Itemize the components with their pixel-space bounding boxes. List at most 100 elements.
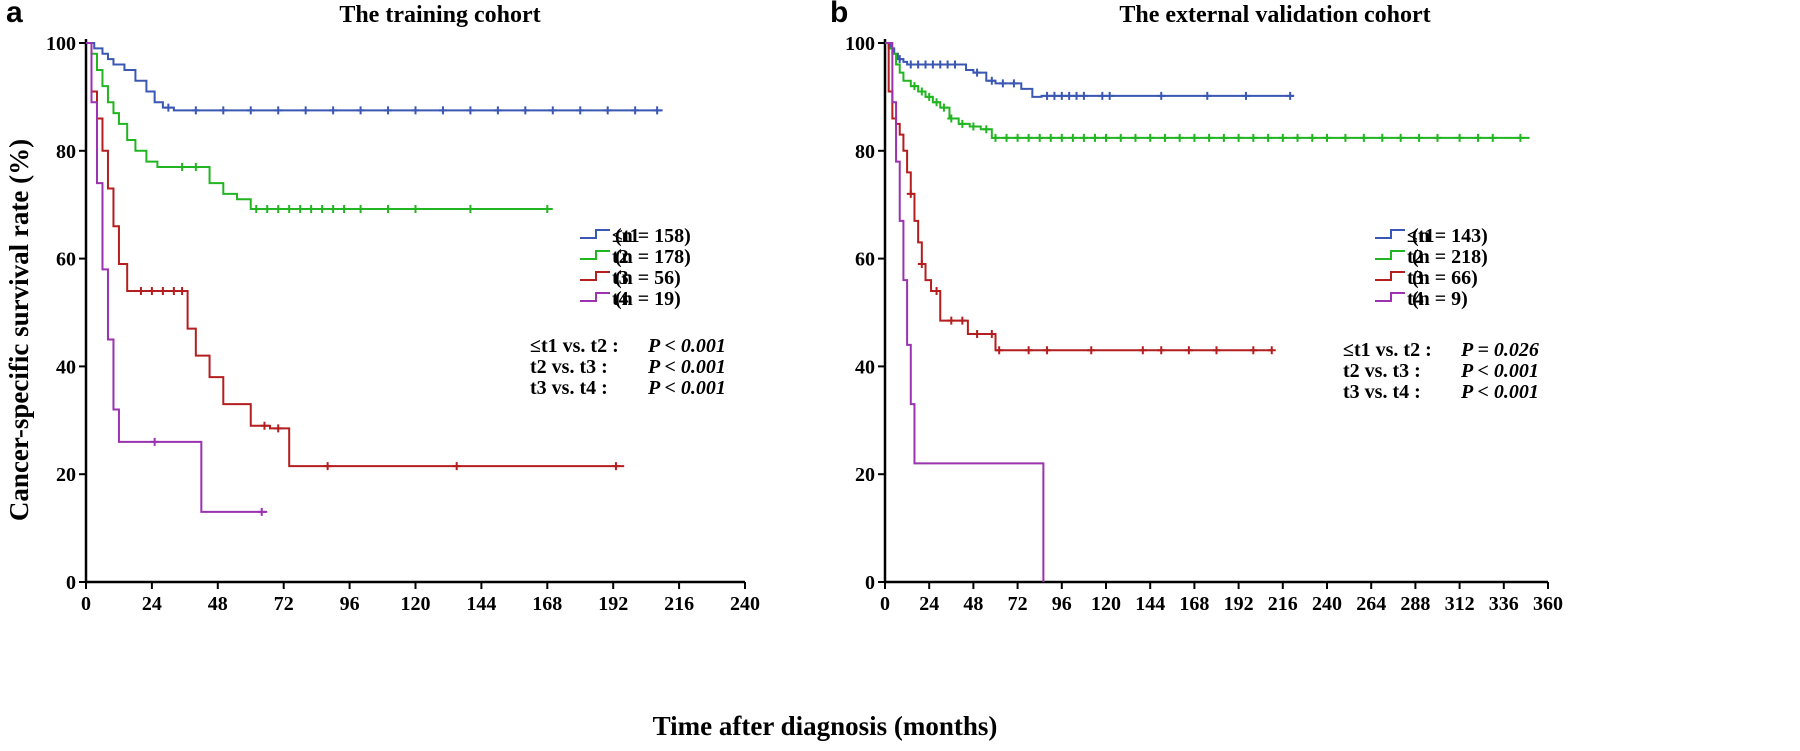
curve-t2 [885,42,1530,139]
censor-mark-t2 [307,205,316,214]
censor-mark-t2 [1035,133,1044,142]
censor-mark-t1 [1072,91,1081,100]
censor-mark-t3 [1087,346,1096,355]
censor-mark-t2 [1057,133,1066,142]
censor-mark-t2 [925,92,934,101]
censor-mark-t2 [318,205,327,214]
comparison-p-value: P < 0.001 [647,335,726,357]
censor-mark-t3 [917,259,926,268]
censor-mark-t2 [1175,133,1184,142]
x-tick-label: 144 [466,593,496,615]
censor-mark-t3 [1157,346,1166,355]
x-tick-label: 240 [730,593,760,615]
censor-mark-t2 [1433,133,1442,142]
censor-mark-t3 [136,286,145,295]
legend-n-label: (n = 9) [1412,288,1468,310]
y-tick-label: 40 [56,356,76,378]
censor-mark-t1 [928,60,937,69]
legend-swatch [1375,250,1405,260]
y-tick-label: 20 [56,464,76,486]
censor-mark-t2 [1090,133,1099,142]
legend-item-t2: t2(n = 178) [580,246,691,268]
y-tick-label: 100 [845,33,875,55]
censor-mark-t2 [1415,133,1424,142]
y-tick-label: 40 [855,356,875,378]
censor-mark-t3 [987,330,996,339]
x-tick-label: 96 [1052,593,1072,615]
legend-swatch [580,271,610,281]
censor-mark-t2 [1234,133,1243,142]
censor-mark-t1 [1157,91,1166,100]
censor-mark-t1 [1079,91,1088,100]
panel-a-training-cohort: a The training cohort 0 20 40 60 80 100 0 24 48 7… [6,0,760,615]
censor-mark-t2 [1359,133,1368,142]
x-tick-label: 96 [340,593,360,615]
censor-mark-t1 [998,79,1007,88]
y-tick-label: 20 [855,464,875,486]
censor-mark-t4 [150,437,159,446]
censor-mark-t2 [1396,133,1405,142]
censor-mark-t2 [991,133,1000,142]
censor-mark-t2 [917,87,926,96]
censor-mark-t2 [1455,133,1464,142]
censor-mark-t2 [910,82,919,91]
y-axis-label: Cancer-specific survival rate (%) [4,139,34,521]
censor-mark-t1 [1050,91,1059,100]
censor-mark-t3 [169,286,178,295]
legend-item-t2: t2(n = 218) [1375,246,1488,268]
censor-mark-t1 [653,106,662,115]
comparison-label: ≤t1 vs. t2 : [530,335,619,357]
x-tick-label: 360 [1533,593,1563,615]
legend-item-t1: ≤t1(n = 143) [1375,225,1488,247]
censor-mark-t2 [1046,133,1055,142]
censor-mark-t2 [466,205,475,214]
censor-mark-t2 [296,205,305,214]
censor-mark-t2 [1068,133,1077,142]
legend-series-name: t3 [1407,267,1424,289]
censor-mark-t2 [958,119,967,128]
legend-series-name: t2 [612,246,629,268]
censor-mark-t2 [1131,133,1140,142]
censor-mark-t1 [1203,91,1212,100]
censor-mark-t3 [947,316,956,325]
censor-mark-t1 [936,60,945,69]
legend-swatch [1375,229,1405,239]
legend-item-t3: t3(n = 56) [580,267,681,289]
censor-mark-t1 [219,106,228,115]
x-tick-label: 48 [208,593,228,615]
censor-mark-t2 [411,205,420,214]
censor-mark-t2 [1116,133,1125,142]
censor-mark-t2 [947,114,956,123]
x-tick-label: 240 [1312,593,1342,615]
x-tick-label: 264 [1356,593,1386,615]
legend-swatch [1375,271,1405,281]
legend-n-label: (n = 178) [615,246,691,268]
censor-mark-t3 [973,330,982,339]
legend-swatch [580,250,610,260]
legend-series-name: t3 [612,267,629,289]
censor-mark-t2 [329,205,338,214]
censor-mark-t1 [987,76,996,85]
comparison-p-value: P < 0.001 [1460,381,1539,403]
censor-mark-t2 [356,205,365,214]
legend-item-t4: t4(n = 19) [580,288,681,310]
curve-t4 [86,42,268,513]
censor-mark-t2 [384,205,393,214]
censor-mark-t1 [576,106,585,115]
legend-item-t4: t4(n = 9) [1375,288,1468,310]
x-tick-label: 144 [1135,593,1165,615]
censor-mark-t2 [1205,133,1214,142]
x-tick-label: 312 [1445,593,1475,615]
censor-mark-t1 [329,106,338,115]
censor-mark-t1 [1057,91,1066,100]
comparison-stat: ≤t1 vs. t2 : P < 0.001 [530,335,726,357]
panel-b-validation-cohort: b The external validation cohort 0 20 40 60… [830,0,1563,615]
y-tick-label: 80 [56,141,76,163]
legend-n-label: (n = 56) [615,267,681,289]
censor-mark-t3 [1138,346,1147,355]
panel-a-letter: a [6,0,23,29]
censor-mark-t2 [1323,133,1331,142]
x-tick-label: 216 [1268,593,1298,615]
censor-mark-t3 [158,286,167,295]
